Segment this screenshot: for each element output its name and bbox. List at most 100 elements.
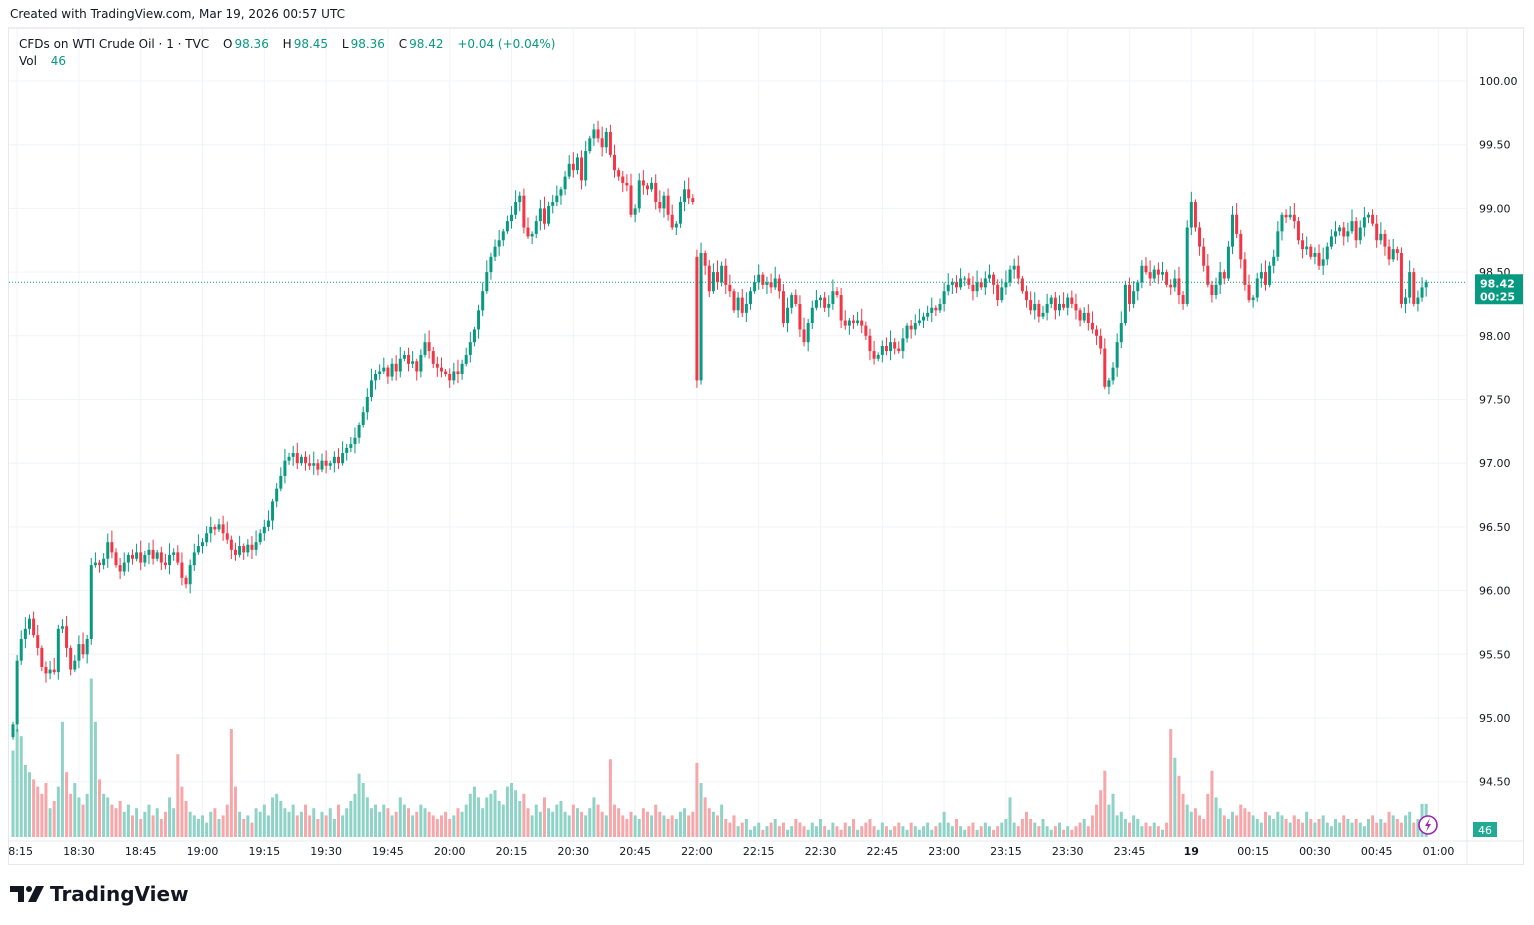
volume-bar xyxy=(176,754,180,837)
price-tick-label: 98.00 xyxy=(1479,330,1511,343)
open-label: O xyxy=(223,37,233,51)
candle-body xyxy=(1004,282,1008,288)
candle xyxy=(555,185,559,207)
candle xyxy=(11,721,15,740)
candle-body xyxy=(1288,214,1292,218)
candle xyxy=(1066,293,1070,316)
candle-body xyxy=(893,342,897,349)
volume-bar xyxy=(650,815,654,837)
candle-body xyxy=(431,351,435,364)
volume-bar xyxy=(320,811,324,837)
chart-panel[interactable]: 100.00 99.50 99.00 98.50 98.00 97.50 97.00 96.5… xyxy=(8,27,1524,865)
candle xyxy=(1420,277,1424,302)
candle xyxy=(596,120,600,143)
volume-bar xyxy=(954,819,958,837)
tradingview-logo-icon xyxy=(10,886,44,902)
candle xyxy=(559,186,563,205)
candle-body xyxy=(922,316,926,321)
lightning-icon[interactable] xyxy=(1418,815,1438,835)
candle xyxy=(534,215,538,239)
candle xyxy=(1259,263,1263,288)
volume-bar xyxy=(394,811,398,837)
volume-bar xyxy=(1243,808,1247,837)
candlestick-chart[interactable]: 100.0099.5099.0098.5098.0097.5097.0096.5… xyxy=(9,29,1524,865)
candle xyxy=(308,454,312,470)
volume-bar xyxy=(98,779,102,837)
candle-body xyxy=(1329,236,1333,247)
volume-bar xyxy=(975,829,979,837)
volume-bar xyxy=(1354,819,1358,837)
candle xyxy=(851,314,855,329)
candle-body xyxy=(1338,227,1342,232)
volume-bar xyxy=(159,819,163,837)
volume-bar xyxy=(291,804,295,837)
volume-bar xyxy=(209,811,213,837)
candle xyxy=(439,357,443,378)
candle-body xyxy=(835,291,839,296)
candle-body xyxy=(1062,303,1066,308)
candle xyxy=(477,304,481,339)
candle xyxy=(23,617,27,649)
candle xyxy=(922,312,926,329)
volume-bar xyxy=(1399,822,1403,837)
candle-body xyxy=(324,460,328,466)
candle xyxy=(1082,307,1086,324)
volume-bar xyxy=(299,811,303,837)
candle-body xyxy=(724,265,728,285)
candle xyxy=(1210,280,1214,303)
candle-body xyxy=(332,456,336,464)
candle xyxy=(415,358,419,381)
candle xyxy=(575,153,579,175)
candle xyxy=(1037,299,1041,323)
candle xyxy=(716,260,720,290)
candle-body xyxy=(1181,295,1185,304)
candle-body xyxy=(901,338,905,352)
volume-bar xyxy=(1206,793,1210,837)
candle-body xyxy=(1317,252,1321,266)
price-tick-label: 97.50 xyxy=(1479,394,1511,407)
candle-body xyxy=(1313,252,1317,257)
volume-bar xyxy=(633,815,637,837)
candle-body xyxy=(452,371,456,381)
candle xyxy=(139,540,143,571)
symbol-title[interactable]: CFDs on WTI Crude Oil · 1 · TVC xyxy=(19,37,210,51)
candle xyxy=(1193,199,1197,232)
volume-bar xyxy=(1383,822,1387,837)
volume-bar xyxy=(1090,815,1094,837)
candle-body xyxy=(946,284,950,292)
volume-bar xyxy=(847,826,851,837)
candle xyxy=(1123,280,1127,326)
candle-body xyxy=(580,157,584,181)
candle xyxy=(542,196,546,230)
candle xyxy=(699,242,703,385)
candle xyxy=(374,369,378,390)
candle xyxy=(798,295,802,337)
candle xyxy=(1008,265,1012,287)
candle-body xyxy=(336,456,340,464)
time-tick-label: 20:15 xyxy=(496,845,528,858)
candle-body xyxy=(938,303,942,311)
candle-body xyxy=(542,208,546,224)
candle xyxy=(1247,274,1251,303)
candle xyxy=(36,624,40,656)
volume-bar xyxy=(456,808,460,837)
volume-bar xyxy=(48,808,52,837)
volume-bar xyxy=(526,808,530,837)
candle-body xyxy=(592,129,596,139)
volume-bar xyxy=(1128,822,1132,837)
candle-body xyxy=(390,363,394,377)
volume-bar xyxy=(1362,826,1366,837)
candle-body xyxy=(262,526,266,534)
candle xyxy=(481,282,485,317)
candle-body xyxy=(427,342,431,352)
candle xyxy=(1255,272,1259,302)
candle-body xyxy=(497,240,501,247)
volume-bar xyxy=(1325,822,1329,837)
tradingview-logo[interactable]: TradingView xyxy=(10,882,189,906)
candle xyxy=(889,330,893,361)
volume-bar xyxy=(856,829,860,837)
candle-body xyxy=(1235,214,1239,234)
volume-bar xyxy=(118,801,122,837)
candle-body xyxy=(687,189,691,199)
candle-body xyxy=(608,131,612,155)
